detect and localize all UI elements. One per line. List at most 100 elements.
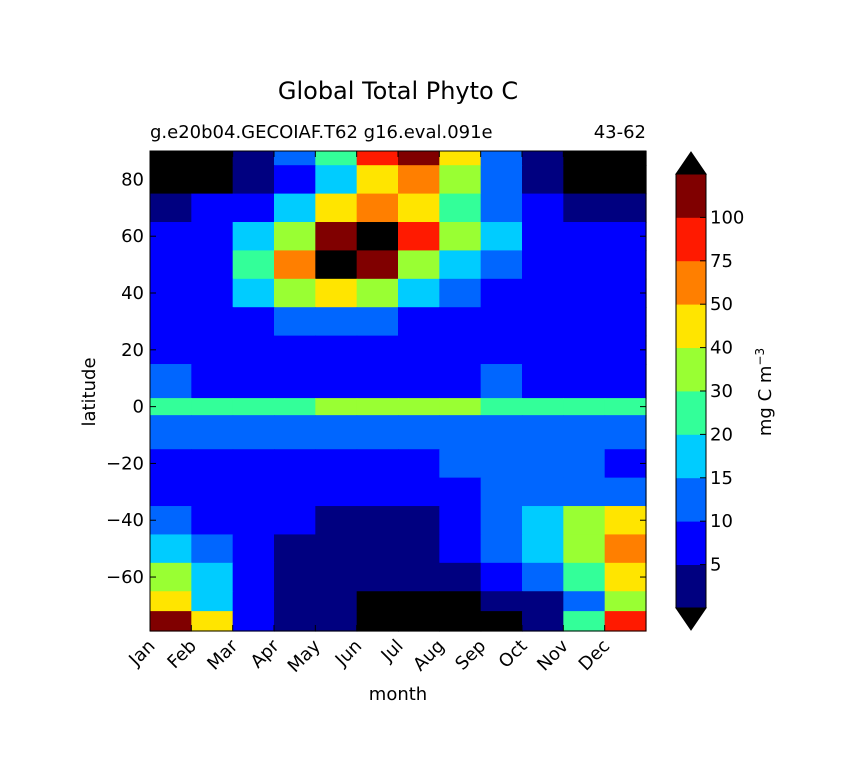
heatmap-cell [315, 222, 358, 252]
colorbar-tick-label: 10 [710, 511, 733, 532]
heatmap-cell [522, 398, 564, 416]
heatmap-cell [315, 193, 358, 223]
x-tick-label: Nov [533, 635, 573, 675]
heatmap-cell [150, 250, 192, 280]
heatmap-cell [604, 165, 647, 195]
heatmap-cell [480, 222, 523, 252]
y-tick-label: −60 [106, 567, 144, 588]
heatmap-cell [522, 250, 564, 280]
heatmap-cell [522, 278, 564, 308]
heatmap-cell [150, 193, 192, 223]
heatmap-cell [604, 415, 647, 450]
heatmap-cell [604, 449, 647, 479]
x-tick-label: Dec [575, 636, 614, 675]
heatmap-cell [563, 193, 606, 223]
heatmap-cell [604, 364, 647, 399]
colorbar-tick-label: 100 [710, 207, 744, 228]
heatmap-cell [315, 477, 358, 507]
heatmap-cell [480, 611, 523, 632]
heatmap-cell [356, 415, 399, 450]
heatmap-cell [604, 534, 647, 564]
heatmap-cell [274, 250, 316, 280]
heatmap-cell [356, 278, 399, 308]
heatmap-cell [439, 562, 482, 592]
heatmap-cell [398, 151, 440, 166]
heatmap-cell [398, 278, 440, 308]
heatmap-cell [398, 165, 440, 195]
heatmap-cell [150, 165, 192, 195]
heatmap-cell [191, 415, 234, 450]
heatmap-cell [356, 611, 399, 632]
heatmap-cell [191, 506, 234, 536]
colorbar-segment [676, 521, 706, 565]
y-tick-label: −40 [106, 510, 144, 531]
heatmap-cell [439, 307, 482, 337]
heatmap-cell [232, 193, 275, 223]
heatmap-cell [604, 398, 647, 416]
heatmap-cell [522, 335, 564, 365]
heatmap-cell [356, 335, 399, 365]
heatmap-cell [439, 449, 482, 479]
heatmap-cell [356, 222, 399, 252]
heatmap-cell [274, 193, 316, 223]
heatmap-cell [150, 611, 192, 632]
heatmap-cell [522, 562, 564, 592]
heatmap-cell [604, 151, 647, 166]
heatmap-cell [480, 335, 523, 365]
heatmap-cell [315, 415, 358, 450]
x-tick-label: Jan [124, 636, 159, 671]
heatmap-cell [398, 307, 440, 337]
heatmap-cell [191, 151, 234, 166]
heatmap-cell [563, 611, 606, 632]
colorbar-segment [676, 260, 706, 305]
heatmap-cell [315, 398, 358, 416]
heatmap-cell [191, 307, 234, 337]
heatmap-cell [398, 193, 440, 223]
heatmap-cell [150, 335, 192, 365]
heatmap-cell [274, 611, 316, 632]
colorbar: 5 10 15 20 30 40 50 75 100 [675, 151, 744, 631]
heatmap-cell [274, 307, 316, 337]
heatmap-cell [563, 165, 606, 195]
heatmap-cell [150, 449, 192, 479]
x-tick-label: Jul [377, 636, 408, 667]
heatmap-cell [274, 398, 316, 416]
heatmap-cell [274, 477, 316, 507]
plot-area [150, 151, 647, 632]
heatmap-cell [315, 335, 358, 365]
heatmap-cell [439, 506, 482, 536]
heatmap-cell [563, 278, 606, 308]
heatmap-cell [232, 611, 275, 632]
heatmap-cell [398, 611, 440, 632]
heatmap-cell [315, 506, 358, 536]
heatmap-cell [315, 534, 358, 564]
colorbar-segment [676, 434, 706, 479]
heatmap-cell [191, 534, 234, 564]
colorbar-segment [676, 174, 706, 218]
heatmap-cell [398, 506, 440, 536]
heatmap-cell [480, 193, 523, 223]
heatmap-cell [522, 222, 564, 252]
heatmap-cell [398, 222, 440, 252]
heatmap-cell [150, 278, 192, 308]
y-tick-label: 0 [133, 397, 144, 418]
heatmap-cell [356, 307, 399, 337]
colorbar-segment [676, 304, 706, 348]
heatmap-cell [232, 335, 275, 365]
colorbar-segment [676, 391, 706, 435]
x-tick-label: Jun [331, 636, 366, 671]
heatmap-cell [439, 250, 482, 280]
heatmap-cell [480, 398, 523, 416]
heatmap-cell [191, 222, 234, 252]
colorbar-segment [676, 477, 706, 522]
heatmap-cell [522, 611, 564, 632]
heatmap-cell [191, 364, 234, 399]
heatmap-cell [522, 591, 564, 612]
heatmap-cell [522, 534, 564, 564]
heatmap-cell [356, 193, 399, 223]
heatmap-cell [315, 562, 358, 592]
heatmap-cell [150, 562, 192, 592]
heatmap-cell [274, 534, 316, 564]
heatmap-cell [274, 222, 316, 252]
heatmap-cell [439, 477, 482, 507]
